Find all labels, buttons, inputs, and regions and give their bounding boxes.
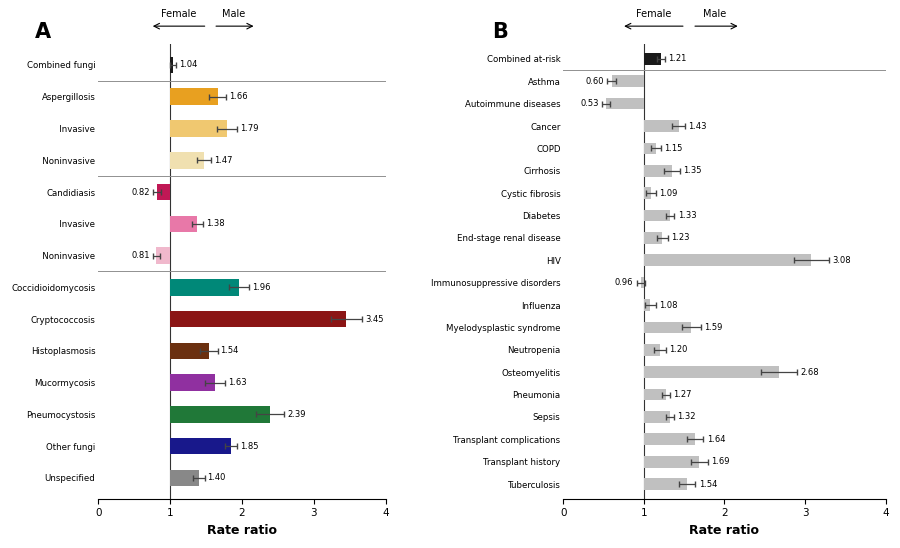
Bar bbox=[641, 277, 644, 288]
X-axis label: Rate ratio: Rate ratio bbox=[689, 524, 760, 537]
Bar bbox=[644, 120, 679, 132]
Bar bbox=[158, 184, 170, 201]
Bar bbox=[644, 344, 660, 356]
Text: 1.35: 1.35 bbox=[683, 166, 702, 175]
Text: Male: Male bbox=[221, 9, 245, 19]
Bar bbox=[644, 322, 691, 333]
Text: 1.64: 1.64 bbox=[706, 435, 725, 444]
Bar bbox=[170, 215, 197, 232]
Bar bbox=[170, 279, 239, 295]
Text: 1.09: 1.09 bbox=[659, 189, 678, 198]
Bar bbox=[170, 88, 218, 105]
Text: 1.63: 1.63 bbox=[229, 378, 247, 387]
Bar bbox=[644, 433, 696, 445]
X-axis label: Rate ratio: Rate ratio bbox=[207, 524, 277, 537]
Bar bbox=[170, 374, 215, 391]
Bar bbox=[644, 142, 656, 154]
Text: 2.39: 2.39 bbox=[287, 410, 306, 419]
Text: 3.08: 3.08 bbox=[832, 256, 851, 265]
Text: 1.08: 1.08 bbox=[659, 300, 678, 310]
Text: 1.04: 1.04 bbox=[179, 60, 197, 70]
Text: 1.15: 1.15 bbox=[664, 144, 682, 153]
Text: A: A bbox=[35, 21, 51, 42]
Text: 1.38: 1.38 bbox=[206, 219, 225, 229]
Text: 1.54: 1.54 bbox=[220, 346, 238, 356]
Bar bbox=[644, 232, 662, 244]
Bar bbox=[170, 470, 199, 486]
Bar bbox=[644, 53, 661, 65]
Bar bbox=[612, 76, 643, 87]
Text: 1.23: 1.23 bbox=[671, 233, 689, 242]
Text: 1.66: 1.66 bbox=[230, 92, 248, 101]
Text: 0.96: 0.96 bbox=[615, 278, 634, 287]
Text: 3.45: 3.45 bbox=[365, 315, 383, 324]
Bar bbox=[170, 120, 227, 137]
Bar bbox=[644, 456, 699, 467]
Text: Female: Female bbox=[635, 9, 671, 19]
Text: 0.82: 0.82 bbox=[131, 187, 150, 197]
Bar bbox=[644, 478, 688, 490]
Bar bbox=[170, 152, 204, 169]
Bar bbox=[644, 165, 672, 176]
Text: 1.40: 1.40 bbox=[208, 473, 226, 482]
Text: 1.43: 1.43 bbox=[688, 122, 706, 130]
Text: Female: Female bbox=[161, 9, 196, 19]
Text: 1.85: 1.85 bbox=[240, 442, 258, 450]
Text: 0.60: 0.60 bbox=[585, 77, 604, 85]
Text: 1.27: 1.27 bbox=[673, 390, 691, 399]
Bar bbox=[644, 210, 670, 221]
Text: 1.79: 1.79 bbox=[240, 124, 258, 133]
Bar bbox=[644, 411, 670, 423]
Bar bbox=[170, 438, 231, 454]
Text: 1.59: 1.59 bbox=[705, 323, 723, 332]
Text: 0.53: 0.53 bbox=[580, 99, 598, 108]
Text: Male: Male bbox=[703, 9, 726, 19]
Text: 2.68: 2.68 bbox=[800, 368, 819, 376]
Bar bbox=[644, 254, 812, 266]
Text: B: B bbox=[492, 21, 508, 42]
Bar bbox=[170, 56, 173, 73]
Text: 1.20: 1.20 bbox=[669, 345, 688, 355]
Bar bbox=[170, 342, 209, 359]
Bar bbox=[606, 98, 644, 110]
Bar bbox=[157, 247, 170, 264]
Text: 1.54: 1.54 bbox=[698, 480, 717, 489]
Bar bbox=[644, 367, 779, 378]
Text: 1.69: 1.69 bbox=[711, 457, 729, 466]
Bar bbox=[644, 389, 666, 401]
Text: 1.96: 1.96 bbox=[252, 283, 271, 292]
Text: 1.33: 1.33 bbox=[678, 211, 697, 220]
Text: 1.47: 1.47 bbox=[214, 156, 232, 165]
Text: 1.21: 1.21 bbox=[668, 54, 687, 64]
Bar bbox=[170, 406, 270, 423]
Text: 1.32: 1.32 bbox=[677, 413, 696, 421]
Bar bbox=[644, 187, 651, 199]
Bar bbox=[644, 299, 651, 311]
Text: 0.81: 0.81 bbox=[131, 251, 150, 260]
Bar bbox=[170, 311, 346, 327]
